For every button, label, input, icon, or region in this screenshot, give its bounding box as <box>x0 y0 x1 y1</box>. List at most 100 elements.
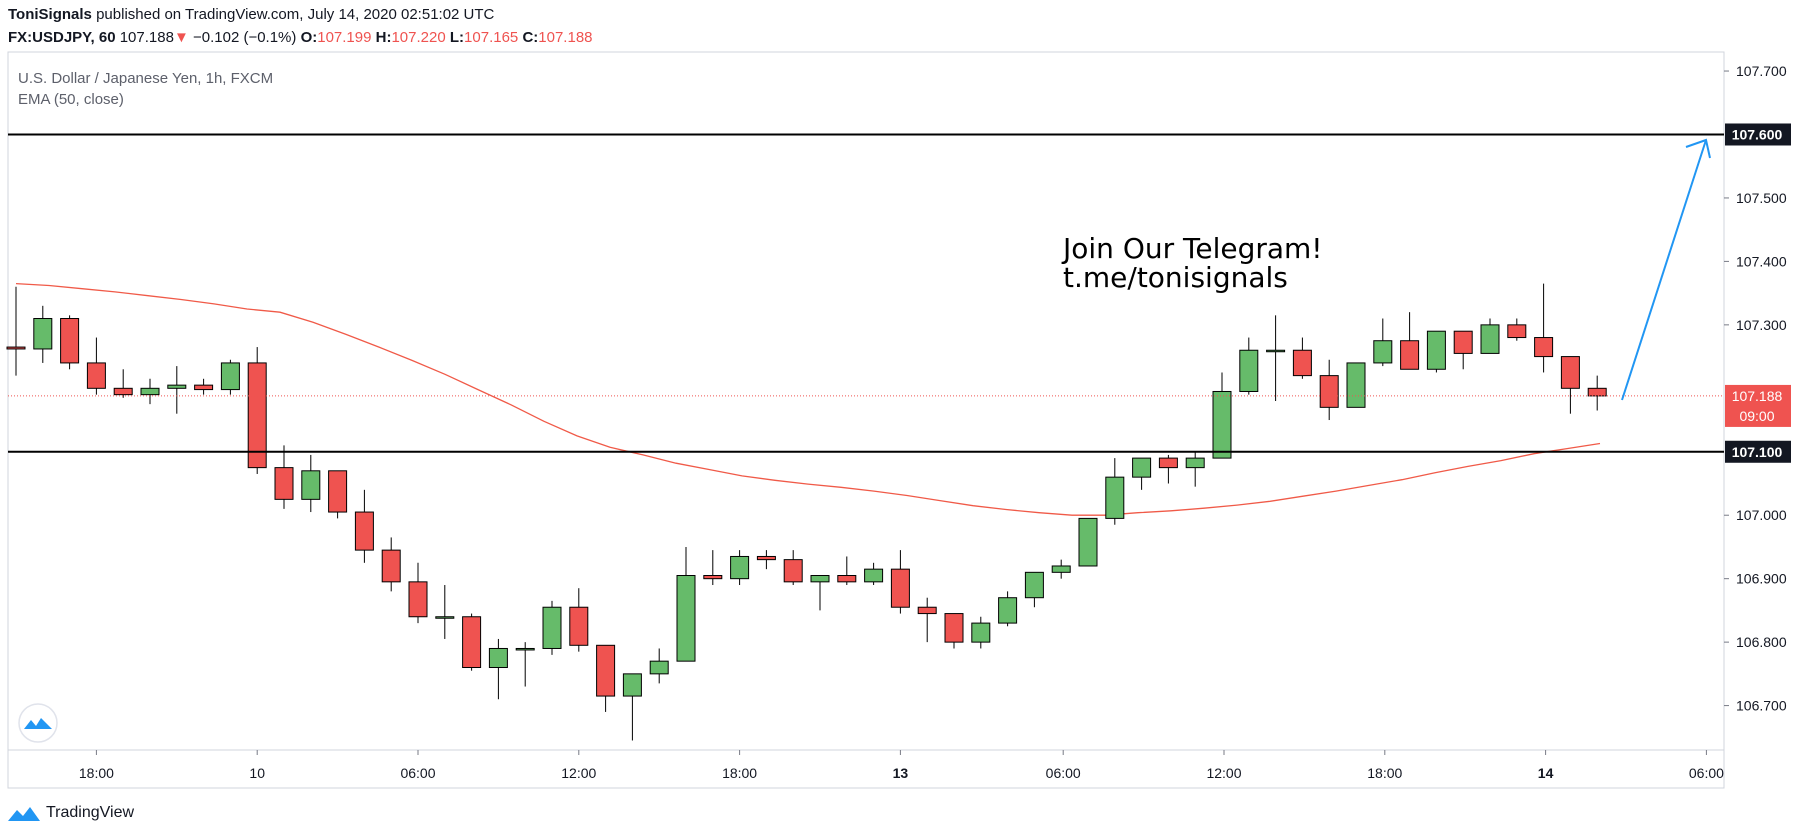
price-tick-label: 107.300 <box>1736 317 1787 333</box>
candle-body <box>220 362 240 391</box>
candle-body <box>622 673 642 697</box>
candle-body <box>274 467 294 500</box>
candle-body <box>1400 340 1420 370</box>
candle-body <box>1346 362 1366 408</box>
candle-body <box>1292 349 1312 377</box>
candle <box>971 616 991 649</box>
candle <box>140 378 160 405</box>
candle <box>86 337 106 395</box>
time-tick-label: 06:00 <box>1046 765 1081 781</box>
candle-body <box>596 644 616 697</box>
open-value: 107.199 <box>317 29 372 46</box>
telegram-annotation[interactable]: Join Our Telegram! <box>1061 232 1323 265</box>
ema-indicator-label[interactable]: EMA (50, close) <box>18 91 124 108</box>
candle <box>1560 356 1580 414</box>
candle <box>944 613 964 649</box>
candle-body <box>488 647 508 669</box>
candle-body <box>381 549 401 583</box>
candle <box>569 588 589 652</box>
author-name[interactable]: ToniSignals <box>8 6 92 23</box>
time-tick-label: 18:00 <box>722 765 757 781</box>
candle <box>703 550 723 586</box>
candle <box>1453 330 1473 370</box>
candle-body <box>194 384 214 391</box>
candle-body <box>676 575 696 662</box>
candle-body <box>783 559 803 583</box>
symbol-label: FX:USDJPY, 60 <box>8 29 116 46</box>
candle <box>1051 559 1071 579</box>
candle <box>917 597 937 643</box>
candle <box>783 550 803 586</box>
candles <box>6 283 1607 741</box>
arrow-shaft <box>1621 139 1707 401</box>
low-value: 107.165 <box>464 29 519 46</box>
candle <box>1105 458 1125 525</box>
candle <box>328 470 348 519</box>
low-label: L: <box>449 29 465 46</box>
price-tick-label: 107.400 <box>1736 253 1787 269</box>
candle <box>756 550 776 570</box>
candle <box>1534 283 1554 373</box>
time-axis[interactable]: 18:00 10 06:00 12:00 18:00 13 06:00 12:00 18:00 1… <box>79 750 1724 781</box>
forecast-arrow[interactable] <box>1621 138 1711 401</box>
candle <box>998 591 1018 627</box>
price-tick-label: 106.700 <box>1736 698 1787 714</box>
chart-frame <box>7 51 1725 789</box>
candle <box>60 315 80 370</box>
candle <box>810 575 830 611</box>
candle <box>515 642 535 687</box>
candle-body <box>1266 349 1286 353</box>
price-tick-label: 106.900 <box>1736 571 1787 587</box>
time-tick-label: 14 <box>1538 765 1554 781</box>
current-price-badge <box>1725 384 1791 427</box>
countdown-label: 09:00 <box>1739 408 1774 424</box>
candle <box>354 489 374 563</box>
horizontal-levels[interactable]: 107.600 107.100 <box>8 123 1791 463</box>
candle-body <box>33 318 53 350</box>
candle-body <box>354 511 374 551</box>
candle-body <box>1105 476 1125 519</box>
candle-body <box>328 470 348 513</box>
candle <box>301 454 321 513</box>
tradingview-footer[interactable]: TradingView <box>8 803 134 823</box>
candle <box>890 550 910 614</box>
candle <box>408 562 428 624</box>
level-label: 107.100 <box>1732 444 1783 460</box>
candle-body <box>703 575 723 580</box>
candle-body <box>435 616 455 619</box>
candle-body <box>917 606 937 615</box>
arrow-head <box>1685 138 1711 159</box>
candle-body <box>1587 387 1607 397</box>
candle-body <box>140 387 160 396</box>
instrument-title[interactable]: U.S. Dollar / Japanese Yen, 1h, FXCM <box>18 70 274 87</box>
candle <box>1319 359 1339 421</box>
candle-body <box>113 387 133 396</box>
candle <box>488 638 508 700</box>
candle-body <box>1319 375 1339 408</box>
chart-legend: U.S. Dollar / Japanese Yen, 1h, FXCM EMA… <box>18 68 273 110</box>
candle-body <box>86 362 106 389</box>
candle-body <box>890 568 910 608</box>
last-price: 107.188 <box>119 29 174 46</box>
current-price-label: 107.188 <box>1732 388 1783 404</box>
telegram-link-annotation[interactable]: t.me/tonisignals <box>1063 261 1288 294</box>
candle <box>33 305 53 363</box>
time-tick-label: 10 <box>249 765 265 781</box>
candle <box>6 286 26 376</box>
candle-body <box>167 384 187 389</box>
price-axis[interactable]: 107.700 107.500 107.400 107.300 107.000 106.9… <box>1724 63 1787 714</box>
candle-body <box>1239 349 1259 392</box>
candle <box>194 378 214 395</box>
tradingview-watermark-icon[interactable] <box>18 703 58 743</box>
candle <box>837 556 857 586</box>
ohlc-header: FX:USDJPY, 60 107.188▼ −0.102 (−0.1%) O:… <box>8 29 593 46</box>
candle <box>1373 318 1393 367</box>
time-tick-label: 06:00 <box>1689 765 1724 781</box>
candle <box>1078 517 1098 567</box>
candle-body <box>998 597 1018 624</box>
candle <box>596 644 616 712</box>
candle <box>1185 451 1205 487</box>
candle-body <box>1480 324 1500 354</box>
candle <box>1132 457 1152 490</box>
